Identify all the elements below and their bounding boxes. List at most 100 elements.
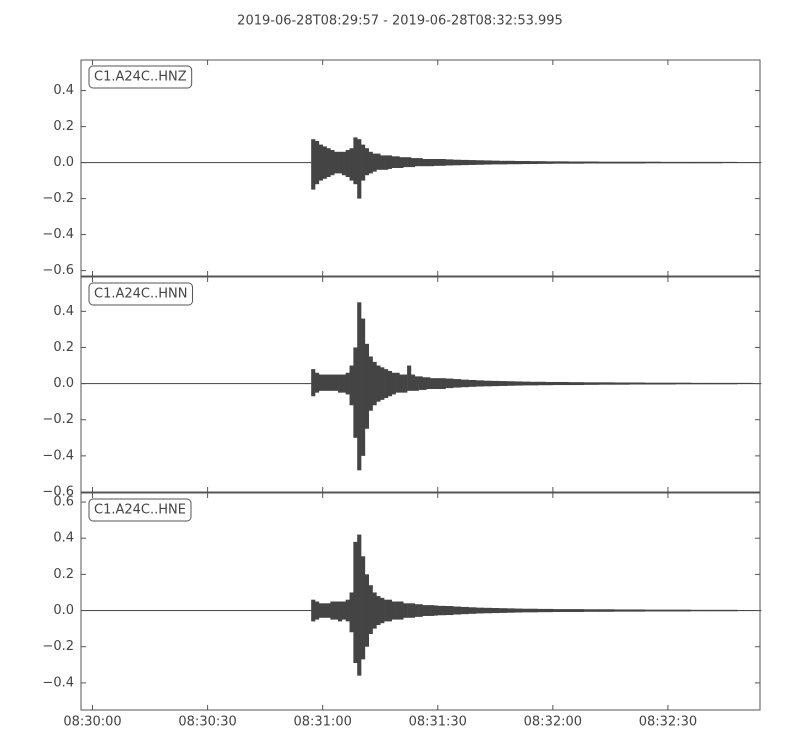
y-tick-label: −0.2	[42, 639, 74, 654]
trace-segment	[338, 374, 343, 393]
trace-label: C1.A24C..HNZ	[94, 70, 187, 85]
trace-segment	[598, 609, 615, 612]
trace-segment	[545, 381, 554, 386]
trace-segment	[403, 374, 408, 393]
trace-segment	[483, 607, 492, 614]
x-tick-label: 08:31:00	[293, 715, 351, 730]
trace-segment	[736, 382, 753, 385]
trace-segment	[430, 378, 435, 390]
trace-segment	[614, 382, 630, 385]
trace-segment	[407, 157, 412, 168]
trace-segment	[353, 137, 358, 185]
trace-segment	[334, 151, 339, 174]
trace-segment	[345, 599, 350, 622]
trace-segment	[395, 601, 400, 620]
trace-segment	[430, 159, 435, 167]
trace-segment	[437, 378, 446, 390]
trace-segment	[376, 365, 381, 402]
trace-segment	[460, 379, 469, 388]
trace-segment	[372, 361, 377, 406]
trace-segment	[506, 160, 515, 165]
trace-segment	[414, 376, 419, 391]
trace-segment	[629, 609, 646, 612]
trace-segment	[387, 599, 393, 622]
trace-segment	[380, 597, 385, 624]
trace-segment	[522, 381, 531, 386]
y-tick-label: 0.6	[53, 495, 74, 510]
trace-segment	[468, 607, 477, 614]
y-tick-label: 0.2	[53, 119, 74, 134]
trace-segment	[760, 383, 762, 385]
trace-segment	[384, 599, 389, 622]
trace-segment	[418, 604, 423, 617]
trace-segment	[376, 153, 381, 170]
trace-segment	[315, 141, 320, 185]
trace-segment	[445, 159, 454, 166]
trace-segment	[433, 378, 439, 390]
trace-segment	[514, 381, 523, 386]
trace-segment	[506, 381, 515, 386]
y-tick-label: −0.2	[42, 412, 74, 427]
trace-segment	[414, 158, 419, 167]
trace-segment	[483, 380, 492, 387]
trace-segment	[326, 374, 331, 391]
trace-segment	[568, 382, 584, 386]
trace-segment	[491, 608, 500, 614]
trace-segment	[418, 376, 423, 390]
trace-segment	[384, 369, 389, 399]
trace-segment	[514, 608, 523, 613]
trace-segment	[361, 318, 366, 456]
trace-segment	[476, 380, 485, 387]
trace-segment	[476, 160, 485, 165]
trace-segment	[629, 382, 646, 385]
trace-segment	[760, 609, 762, 612]
y-tick-label: 0.4	[53, 531, 74, 546]
trace-segment	[706, 161, 722, 164]
trace-label: C1.A24C..HNE	[94, 503, 186, 518]
trace-segment	[395, 372, 400, 393]
trace-segment	[387, 370, 393, 397]
trace-segment	[372, 153, 377, 172]
trace-segment	[326, 603, 331, 618]
trace-segment	[552, 609, 569, 612]
trace-segment	[318, 603, 323, 618]
trace-segment	[338, 151, 343, 174]
trace-segment	[453, 159, 462, 166]
trace-segment	[322, 146, 327, 179]
trace-segment	[410, 374, 416, 391]
trace-segment	[491, 380, 500, 387]
trace-segment	[499, 608, 508, 613]
trace-segment	[311, 139, 316, 190]
trace-segment	[506, 608, 515, 613]
trace-segment	[598, 161, 615, 164]
trace-segment	[307, 610, 312, 612]
trace-segment	[334, 601, 339, 620]
trace-segment	[522, 160, 531, 165]
trace-label-box	[88, 498, 192, 522]
trace-segment	[410, 603, 416, 618]
trace-segment	[322, 374, 327, 391]
trace-segment	[345, 150, 350, 177]
trace-segment	[341, 374, 346, 393]
trace-segment	[318, 374, 323, 391]
trace-segment	[598, 382, 615, 385]
trace-segment	[483, 160, 492, 165]
trace-segment	[706, 609, 722, 612]
trace-segment	[468, 379, 477, 387]
trace-segment	[353, 347, 358, 438]
trace-segment	[330, 601, 335, 620]
trace-segment	[522, 608, 531, 613]
trace-segment	[338, 601, 343, 622]
trace-segment	[391, 601, 396, 620]
x-tick-label: 08:30:00	[63, 715, 121, 730]
trace-segment	[364, 148, 370, 176]
trace-segment	[318, 144, 323, 181]
trace-segment	[410, 158, 416, 168]
trace-segment	[675, 609, 692, 612]
y-tick-label: 0.4	[53, 83, 74, 98]
trace-segment	[315, 372, 320, 393]
trace-segment	[545, 608, 554, 613]
trace-segment	[583, 161, 600, 164]
trace-label-box	[88, 282, 193, 306]
